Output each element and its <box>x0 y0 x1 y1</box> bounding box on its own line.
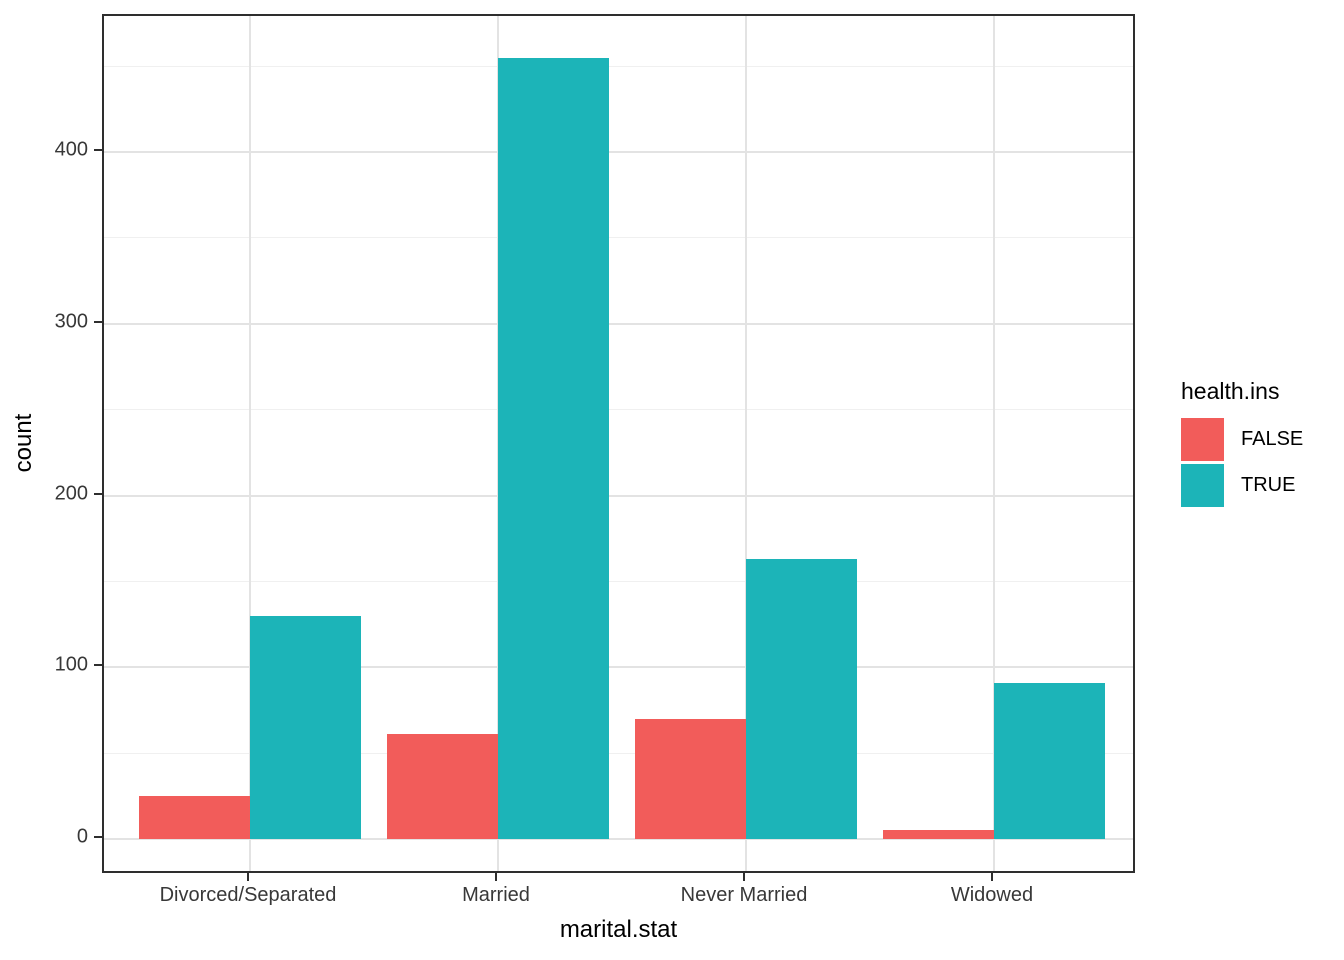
gridline-category-3 <box>993 16 995 871</box>
bar-never-married-false <box>635 718 746 839</box>
gridline-category-0 <box>249 16 251 871</box>
x-tick-label-3: Widowed <box>950 884 1034 906</box>
legend-row-true: TRUE <box>1181 464 1303 507</box>
y-tick-300 <box>94 320 102 323</box>
bar-married-true <box>498 57 609 839</box>
y-tick-label-300: 300 <box>54 310 88 333</box>
gridline-major-400 <box>104 151 1133 153</box>
gridline-major-100 <box>104 666 1133 669</box>
legend-title: health.ins <box>1181 378 1280 404</box>
x-tick-0 <box>247 873 249 881</box>
legend-label-true: TRUE <box>1241 474 1296 496</box>
y-axis-title: count <box>10 413 37 473</box>
gridline-minor-50 <box>104 752 1133 754</box>
legend-swatch-true <box>1181 464 1224 507</box>
legend-label-false: FALSE <box>1241 428 1304 450</box>
gridline-major-0 <box>104 838 1133 840</box>
bar-divorced-separated-false <box>139 796 250 839</box>
gridline-minor-250 <box>104 409 1133 411</box>
bar-widowed-true <box>994 682 1105 839</box>
gridline-major-300 <box>104 322 1133 325</box>
y-tick-label-400: 400 <box>54 138 88 161</box>
legend-row-false: FALSE <box>1181 418 1303 461</box>
y-tick-100 <box>94 664 102 667</box>
legend-entries: FALSE TRUE <box>1181 418 1303 507</box>
y-tick-label-100: 100 <box>54 653 88 676</box>
x-tick-label-2: Never Married <box>680 884 808 906</box>
legend: health.ins FALSE TRUE <box>1181 378 1303 510</box>
gridline-minor-350 <box>104 237 1133 239</box>
bar-married-false <box>387 734 498 839</box>
gridline-major-200 <box>104 494 1133 497</box>
x-tick-2 <box>743 873 745 881</box>
legend-swatch-false <box>1181 418 1224 461</box>
gridline-category-2 <box>745 16 747 871</box>
bar-divorced-separated-true <box>250 615 361 839</box>
bar-widowed-false <box>883 830 994 839</box>
y-tick-label-0: 0 <box>76 825 88 848</box>
y-tick-label-200: 200 <box>54 482 88 504</box>
x-tick-1 <box>495 873 497 881</box>
gridline-minor-150 <box>104 580 1133 582</box>
x-axis-title: marital.stat <box>559 916 678 943</box>
x-tick-3 <box>991 873 993 881</box>
gridline-minor-450 <box>104 65 1133 67</box>
y-tick-0 <box>94 836 102 838</box>
plot-panel <box>102 14 1135 873</box>
x-tick-label-1: Married <box>462 884 530 906</box>
y-tick-200 <box>94 492 102 495</box>
bar-never-married-true <box>746 559 857 839</box>
y-tick-400 <box>94 149 102 151</box>
x-tick-label-0: Divorced/Separated <box>159 884 337 906</box>
